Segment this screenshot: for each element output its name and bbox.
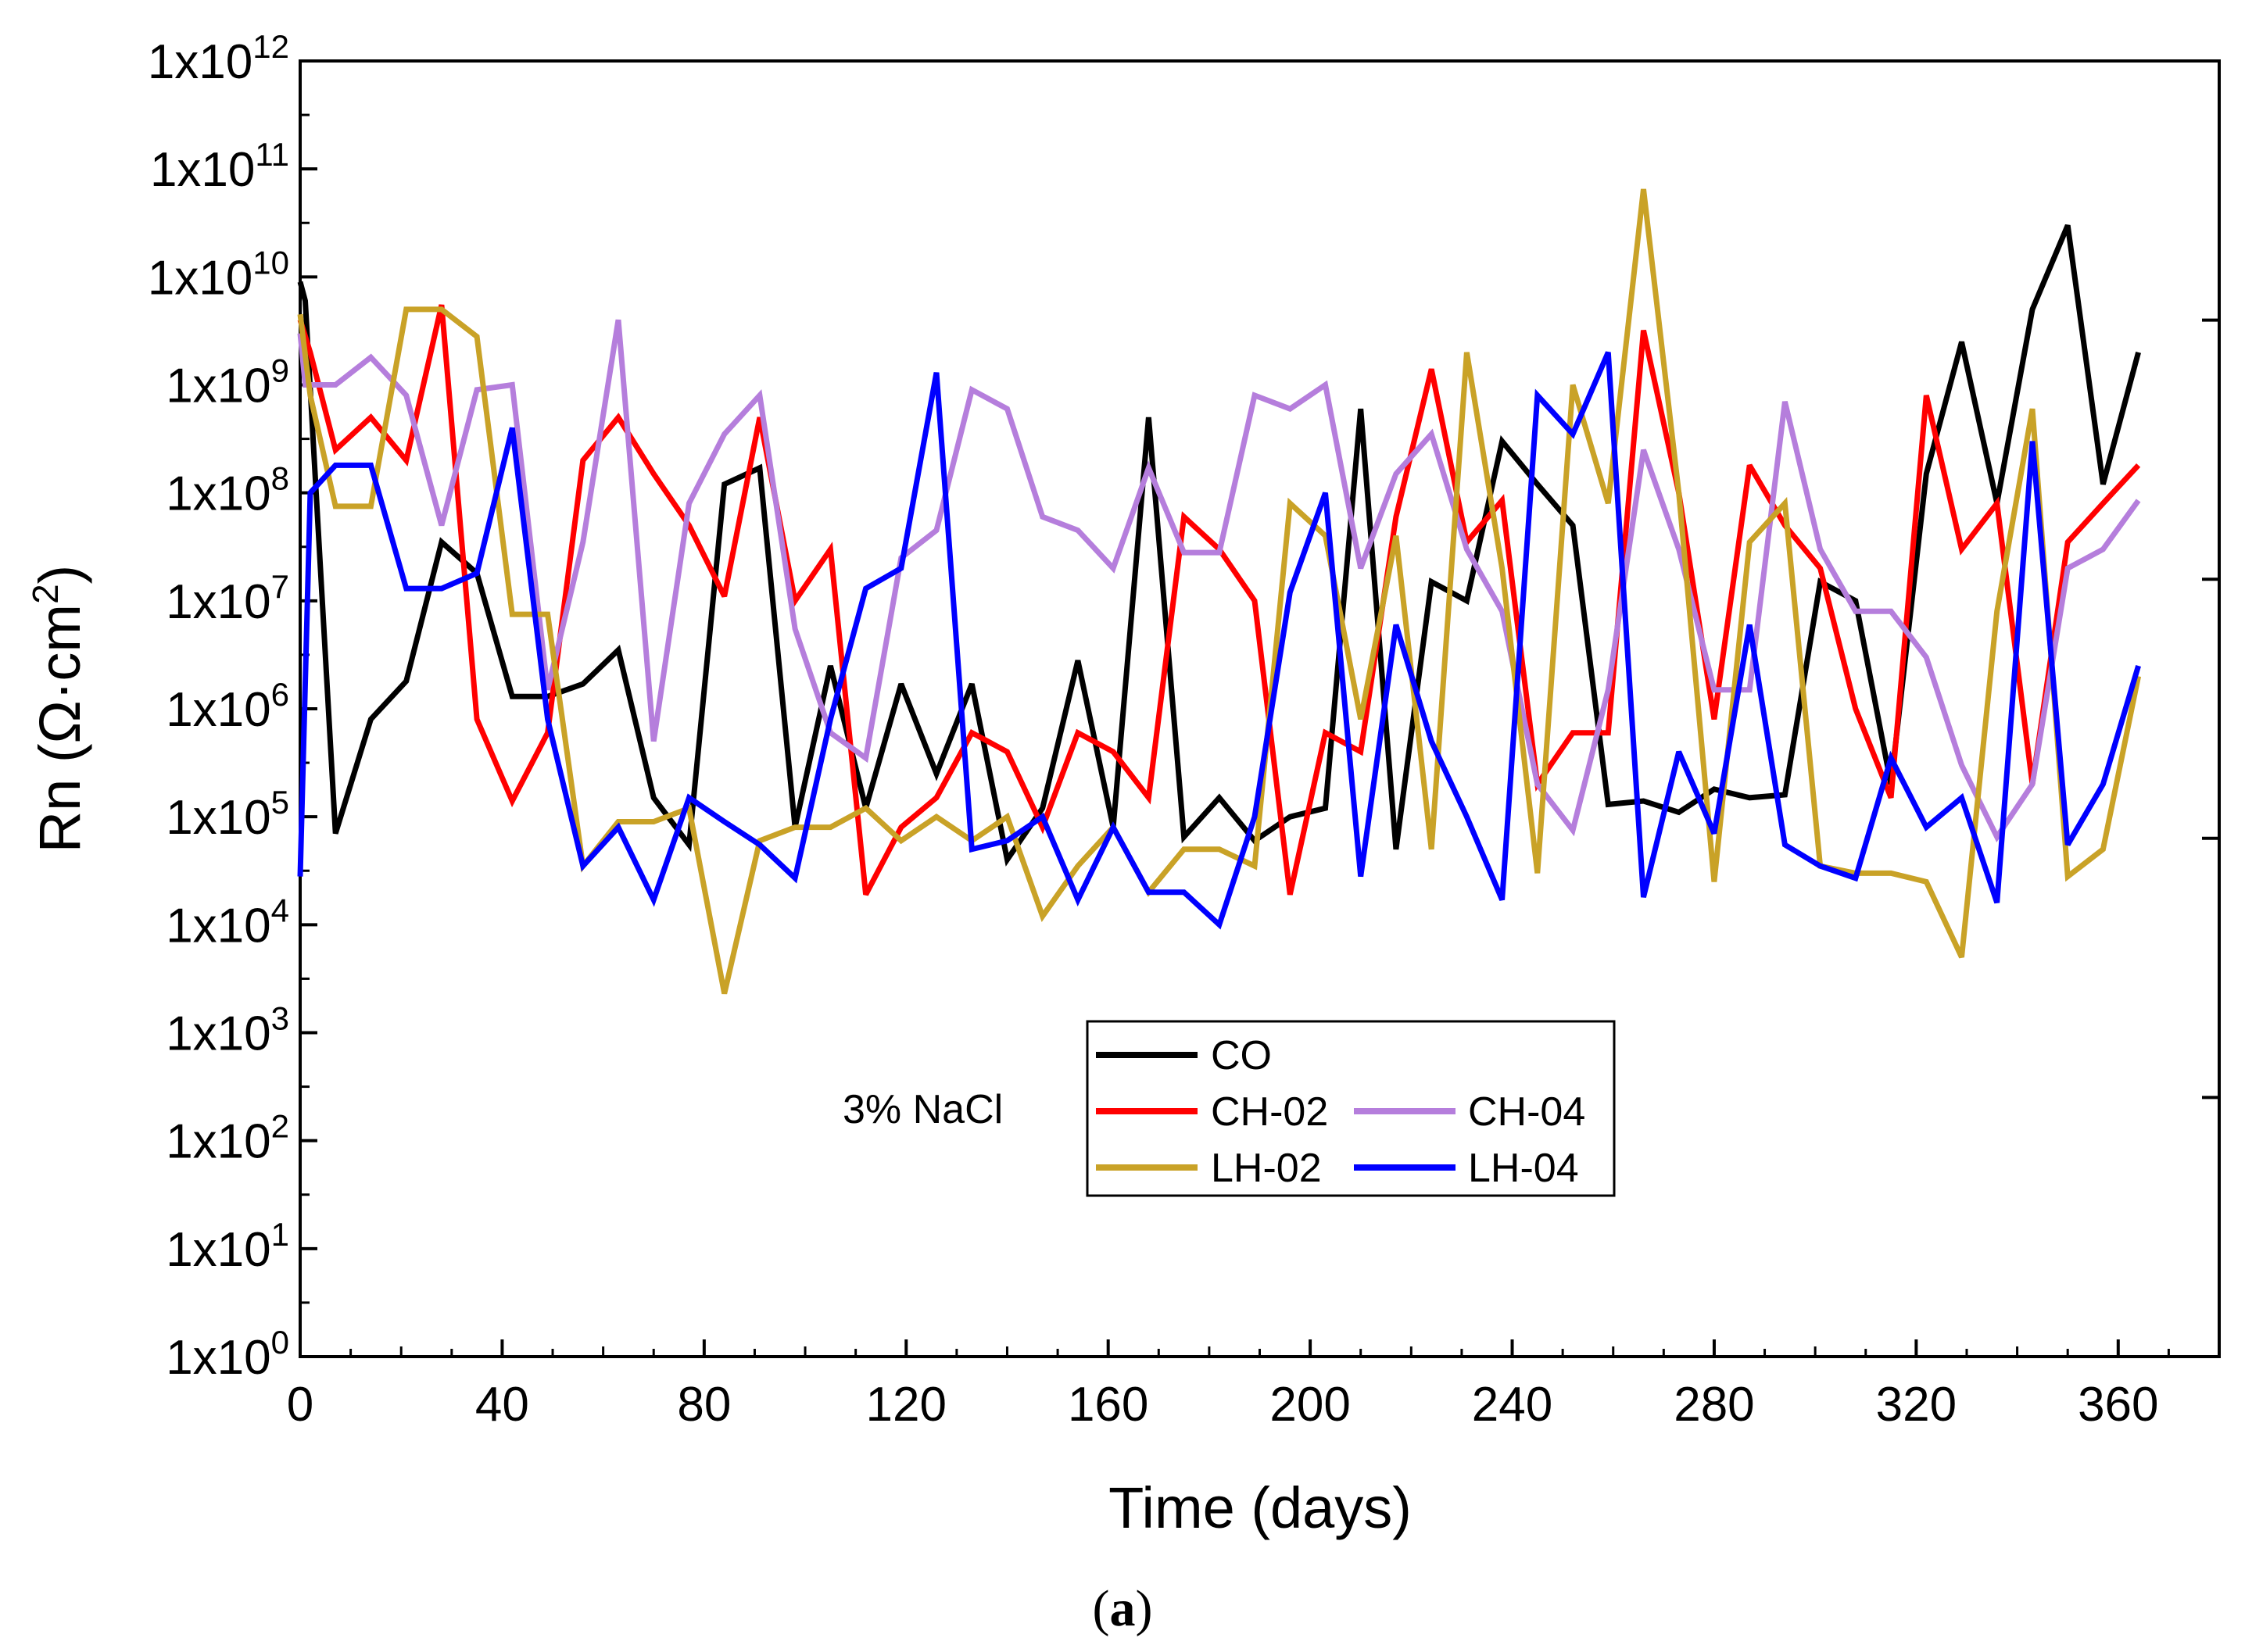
series-line-ch-04 [297,319,2141,842]
x-tick-label: 120 [866,1378,947,1432]
x-tick-label: 200 [1269,1378,1350,1432]
x-axis-ticks [299,1339,2170,1357]
y-tick-label: 1x1012 [148,28,289,89]
y-axis-title-suffix: ) [27,565,92,585]
y-axis-tick-labels: 1x100 1x101 1x102 1x103 1x104 1x105 1x106 1x107… [148,28,289,1385]
legend-label-lh02: LH-02 [1211,1146,1322,1191]
y-tick-label: 1x109 [166,352,289,413]
caption-close: ) [1136,1580,1153,1637]
series-line-lh-04 [297,351,2141,930]
y-tick-label: 1x103 [166,1000,289,1061]
legend-label-lh04: LH-04 [1468,1146,1579,1191]
x-tick-label: 160 [1068,1378,1148,1432]
y-tick-label: 1x104 [166,892,289,953]
x-tick-label: 320 [1876,1378,1957,1432]
y-tick-label: 1x108 [166,460,289,521]
caption-letter: a [1110,1580,1136,1637]
y-tick-label: 1x106 [166,676,289,737]
legend-label-ch02: CH-02 [1211,1089,1328,1135]
y-tick-label: 1x1011 [150,136,289,197]
y-tick-label: 1x1010 [148,244,289,305]
legend-label-ch04: CH-04 [1468,1089,1585,1135]
x-tick-label: 80 [677,1378,731,1432]
right-axis-ticks [2202,318,2219,1100]
annotation-nacl: 3% NaCl [843,1087,1003,1132]
series-layer [297,188,2142,995]
legend-label-co: CO [1211,1033,1272,1078]
y-tick-label: 1x102 [166,1108,289,1169]
y-tick-label: 1x100 [166,1324,289,1385]
x-tick-label: 280 [1674,1378,1754,1432]
caption-open: ( [1093,1580,1110,1637]
x-tick-label: 360 [2078,1378,2158,1432]
y-axis-title-sup: 2 [25,584,66,604]
legend: CO CH-02 CH-04 LH-02 LH-04 [1086,1020,1616,1197]
series-line-ch-02 [297,304,2141,896]
y-tick-label: 1x105 [166,784,289,845]
y-tick-label: 1x101 [166,1216,289,1277]
x-tick-label: 40 [475,1378,529,1432]
series-line-lh-02 [297,188,2142,995]
x-tick-label: 0 [287,1378,313,1432]
x-axis-tick-labels: 0 40 80 120 160 200 240 280 320 360 [287,1378,2159,1432]
y-axis-title: Rn (Ω·cm2) [25,565,92,853]
y-tick-label: 1x107 [166,568,289,629]
x-tick-label: 240 [1472,1378,1552,1432]
y-axis-title-prefix: Rn (Ω·cm [27,604,92,853]
x-axis-title: Time (days) [1108,1475,1412,1540]
figure-caption: (a) [1093,1580,1153,1637]
